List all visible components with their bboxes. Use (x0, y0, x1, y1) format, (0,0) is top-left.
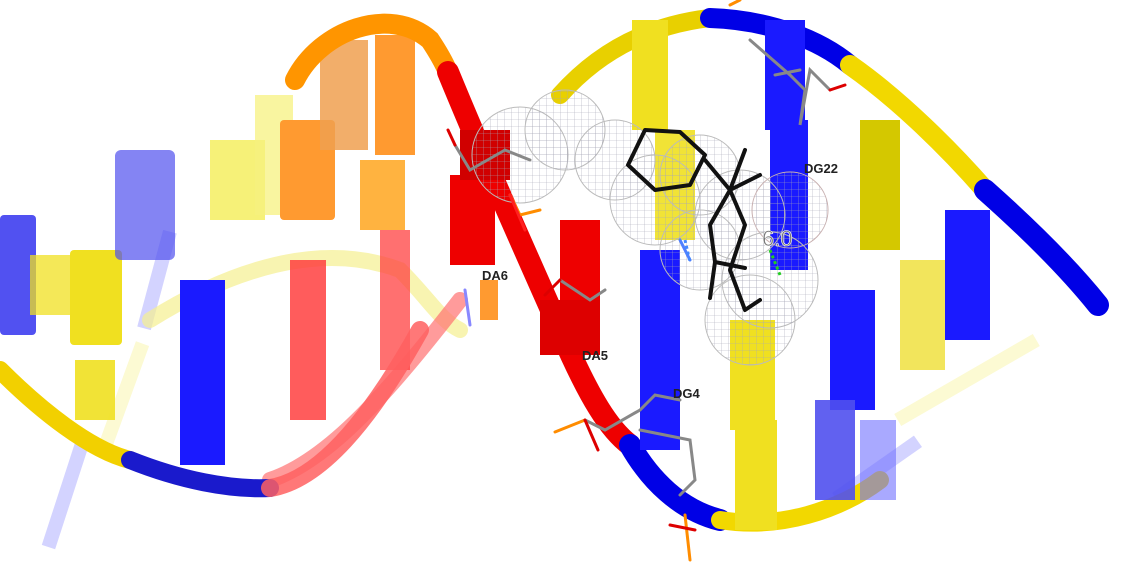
ligand-surface-mesh (471, 89, 829, 366)
backbone-lower-left-yellow (0, 361, 139, 469)
backbone-lower-left-red (261, 321, 429, 497)
backbone-top-yellow (551, 9, 719, 104)
hydrogen-bond (683, 239, 782, 276)
backbone-right-yellow (840, 55, 995, 200)
backbone-lower-left-blue (121, 451, 279, 498)
backbone-bottom-blue (619, 434, 731, 531)
label-dg22: DG22 (804, 161, 838, 176)
backbone-right-blue (974, 179, 1109, 316)
residue-sticks (446, 0, 847, 562)
ligand-molecule[interactable] (626, 128, 762, 312)
distance-label: 6.0 (762, 226, 793, 251)
label-da5: DA5 (582, 348, 608, 363)
label-da6: DA6 (482, 268, 508, 283)
backbone-top-orange (285, 13, 458, 90)
label-dg4: DG4 (673, 386, 701, 401)
nucleotide-bases-left (0, 35, 415, 465)
